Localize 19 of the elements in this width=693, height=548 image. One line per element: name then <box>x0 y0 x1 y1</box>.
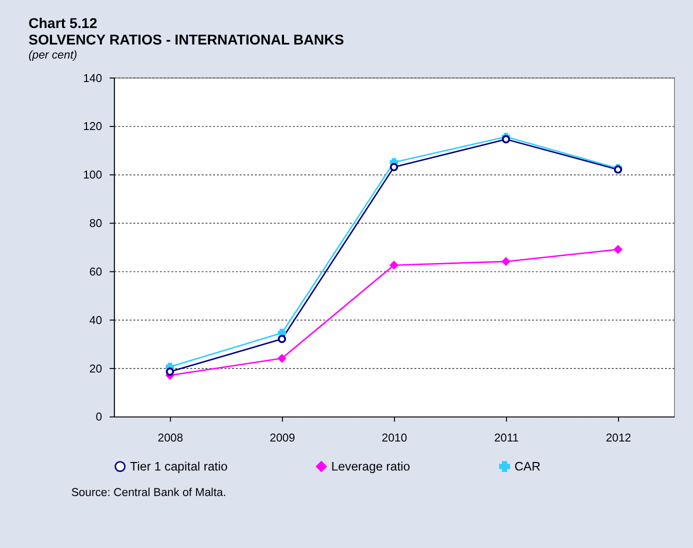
y-tick-label: 140 <box>83 72 102 85</box>
legend-label: Tier 1 capital ratio <box>130 459 228 474</box>
legend-label: CAR <box>514 459 541 474</box>
y-tick-label: 100 <box>83 170 102 182</box>
x-tick-label: 2011 <box>494 432 519 445</box>
y-tick-label: 40 <box>89 314 102 327</box>
legend-label: Leverage ratio <box>331 459 410 474</box>
y-tick-label: 20 <box>89 363 102 376</box>
x-tick-label: 2010 <box>382 432 408 445</box>
x-tick-label: 2009 <box>270 432 296 445</box>
x-tick-label: 2012 <box>606 432 632 445</box>
source-note: Source: Central Bank of Malta. <box>71 487 226 500</box>
y-tick-label: 120 <box>83 121 102 134</box>
x-tick-label: 2008 <box>158 432 184 445</box>
chart-title: Chart 5.12 SOLVENCY RATIOS - INTERNATIONAL BANKS <box>28 16 344 48</box>
y-tick-label: 60 <box>89 266 102 278</box>
y-tick-label: 0 <box>96 412 102 424</box>
y-tick-label: 80 <box>89 218 102 230</box>
chart-subtitle: (per cent) <box>28 50 78 62</box>
